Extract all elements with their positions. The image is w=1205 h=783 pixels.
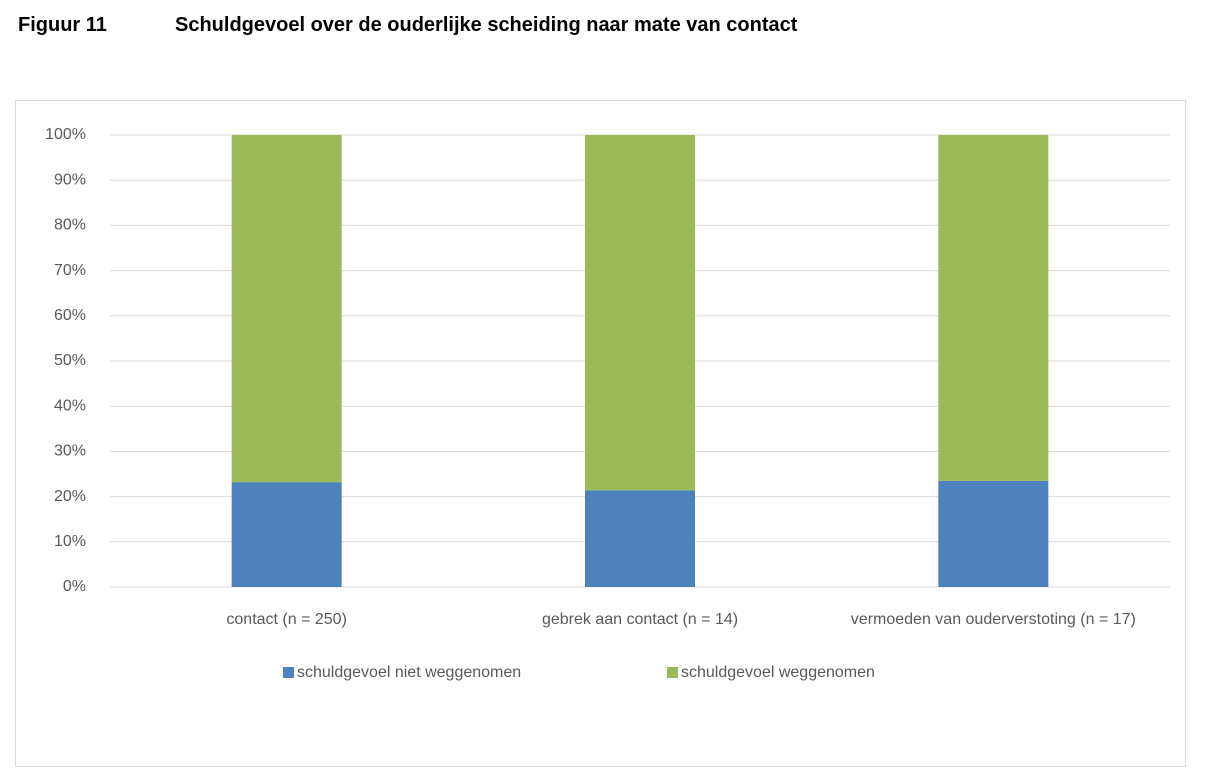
chart-title: Schuldgevoel over de ouderlijke scheidin… — [175, 14, 798, 36]
bar-segment — [585, 135, 695, 491]
bar-segment — [938, 135, 1049, 481]
bar-segment — [938, 480, 1049, 587]
y-tick-label: 0% — [63, 578, 86, 595]
y-tick-label: 90% — [54, 171, 86, 188]
y-tick-label: 20% — [54, 488, 86, 505]
legend-label: schuldgevoel weggenomen — [681, 664, 875, 681]
legend-label: schuldgevoel niet weggenomen — [297, 664, 521, 681]
x-tick-label: vermoeden van ouderverstoting (n = 17) — [850, 611, 1136, 628]
chart-frame — [15, 100, 1186, 767]
legend-swatch — [283, 667, 294, 678]
y-tick-label: 30% — [54, 443, 86, 460]
y-tick-label: 10% — [54, 533, 86, 550]
legend-swatch — [667, 667, 678, 678]
y-tick-label: 50% — [54, 352, 86, 369]
bar-segment — [231, 135, 342, 483]
y-tick-label: 60% — [54, 307, 86, 324]
y-tick-label: 80% — [54, 217, 86, 234]
figure-label: Figuur 11 — [18, 14, 107, 36]
y-tick-label: 70% — [54, 262, 86, 279]
x-tick-label: gebrek aan contact (n = 14) — [541, 611, 739, 628]
x-tick-label: contact (n = 250) — [226, 611, 347, 628]
y-tick-label: 40% — [54, 397, 86, 414]
y-tick-label: 100% — [45, 126, 86, 143]
bar-segment — [585, 490, 695, 587]
bar-segment — [231, 482, 342, 587]
